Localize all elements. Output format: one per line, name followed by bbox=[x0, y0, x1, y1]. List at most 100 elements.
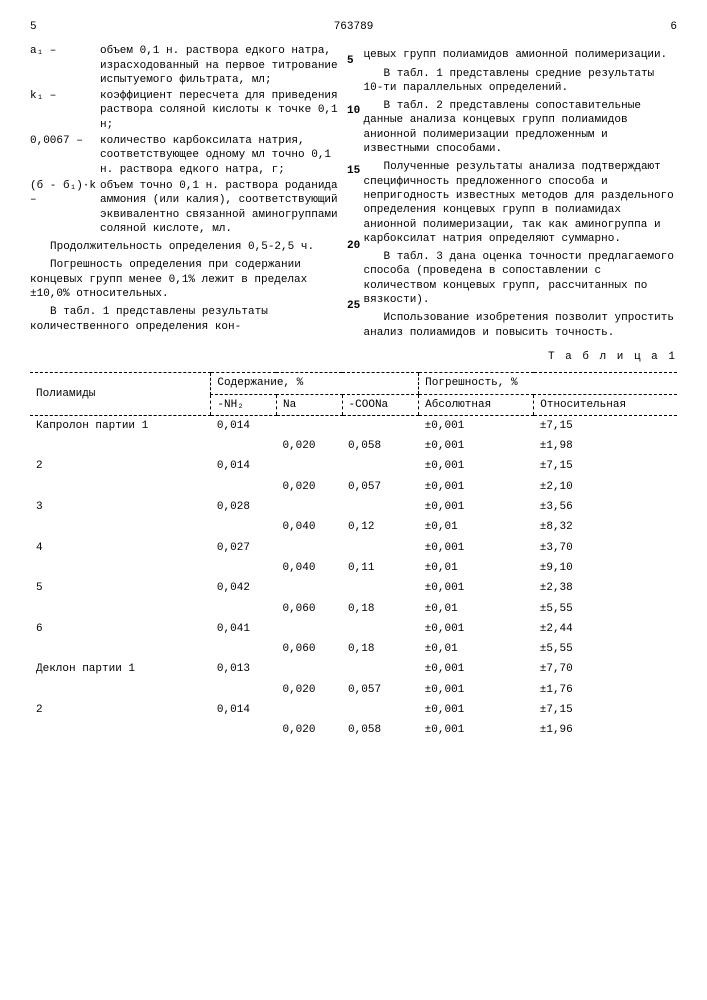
table-cell bbox=[276, 415, 342, 436]
table-cell: ±0,001 bbox=[419, 619, 534, 639]
table-cell: ±7,15 bbox=[534, 700, 677, 720]
table-cell bbox=[342, 456, 419, 476]
table-cell: ±3,56 bbox=[534, 497, 677, 517]
table-cell bbox=[276, 619, 342, 639]
line-num: 5 bbox=[347, 54, 354, 68]
table-cell: 0,041 bbox=[211, 619, 277, 639]
table-cell: 0,060 bbox=[276, 599, 342, 619]
line-num: 25 bbox=[347, 299, 360, 313]
table-cell: 0,020 bbox=[276, 436, 342, 456]
table-cell: ±2,44 bbox=[534, 619, 677, 639]
col-polyamides: Полиамиды bbox=[30, 373, 211, 416]
table-row: 20,014 ±0,001±7,15 bbox=[30, 700, 677, 720]
col-rel: Относительная bbox=[534, 394, 677, 415]
table-cell: 0,020 bbox=[276, 720, 342, 740]
table-cell: 6 bbox=[30, 619, 211, 639]
table-cell bbox=[342, 538, 419, 558]
col-nh2: -NH₂ bbox=[211, 394, 277, 415]
table-cell bbox=[342, 619, 419, 639]
table-cell: 0,014 bbox=[211, 456, 277, 476]
paragraph: В табл. 1 представлены средние результат… bbox=[364, 67, 678, 96]
table-cell: ±0,001 bbox=[419, 538, 534, 558]
table-title: Т а б л и ц а 1 bbox=[30, 350, 677, 364]
definition-row: 0,0067 – количество карбоксилата натрия,… bbox=[30, 134, 344, 177]
table-cell bbox=[276, 538, 342, 558]
right-column: цевых групп полиамидов амионной полимери… bbox=[364, 44, 678, 344]
table-row: 20,014±0,001±7,15 bbox=[30, 456, 677, 476]
table-body: Капролон партии 10,014±0,001±7,150,0200,… bbox=[30, 415, 677, 740]
table-cell: 2 bbox=[30, 700, 211, 720]
table-cell: 0,014 bbox=[211, 415, 277, 436]
table-cell: 0,11 bbox=[342, 558, 419, 578]
table-cell: 0,058 bbox=[342, 436, 419, 456]
def-term: k₁ – bbox=[30, 89, 100, 132]
table-cell: ±2,38 bbox=[534, 578, 677, 598]
table-cell: 0,18 bbox=[342, 639, 419, 659]
table-cell: ±7,15 bbox=[534, 415, 677, 436]
line-num: 15 bbox=[347, 164, 360, 178]
table-cell: 0,020 bbox=[276, 680, 342, 700]
table-cell: 0,013 bbox=[211, 659, 277, 679]
paragraph: В табл. 3 дана оценка точности предлагае… bbox=[364, 250, 678, 307]
table-cell: ±0,001 bbox=[419, 720, 534, 740]
table-cell: ±7,15 bbox=[534, 456, 677, 476]
table-cell: ±5,55 bbox=[534, 639, 677, 659]
table-cell: 0,058 bbox=[342, 720, 419, 740]
table-cell: ±1,76 bbox=[534, 680, 677, 700]
table-cell: ±0,001 bbox=[419, 415, 534, 436]
table-cell: ±0,001 bbox=[419, 700, 534, 720]
def-desc: коэффициент пересчета для приведения рас… bbox=[100, 89, 344, 132]
table-row: 0,0200,057±0,001±1,76 bbox=[30, 680, 677, 700]
table-cell: ±1,98 bbox=[534, 436, 677, 456]
def-term: (б - б₁)·k – bbox=[30, 179, 100, 236]
table-cell: 0,040 bbox=[276, 558, 342, 578]
table-cell bbox=[342, 497, 419, 517]
table-cell bbox=[30, 599, 211, 619]
table-cell bbox=[211, 436, 277, 456]
def-desc: объем 0,1 н. раствора едкого натра, изра… bbox=[100, 44, 344, 87]
table-cell: ±8,32 bbox=[534, 517, 677, 537]
table-cell: ±3,70 bbox=[534, 538, 677, 558]
table-cell: 0,020 bbox=[276, 477, 342, 497]
col-abs: Абсолютная bbox=[419, 394, 534, 415]
table-cell: ±0,001 bbox=[419, 497, 534, 517]
table-cell: ±5,55 bbox=[534, 599, 677, 619]
right-page-num: 6 bbox=[670, 20, 677, 34]
table-cell: ±0,001 bbox=[419, 578, 534, 598]
table-cell: ±2,10 bbox=[534, 477, 677, 497]
page-header: 5 763789 6 bbox=[30, 20, 677, 34]
table-row: 0,0200,057±0,001±2,10 bbox=[30, 477, 677, 497]
left-column: a₁ – объем 0,1 н. раствора едкого натра,… bbox=[30, 44, 344, 344]
table-cell: 0,027 bbox=[211, 538, 277, 558]
table-cell bbox=[211, 720, 277, 740]
table-cell bbox=[276, 456, 342, 476]
table-row: 0,0600,18±0,01±5,55 bbox=[30, 639, 677, 659]
table-cell bbox=[30, 639, 211, 659]
table-row: Деклон партии 10,013±0,001±7,70 bbox=[30, 659, 677, 679]
paragraph: Продолжительность определения 0,5-2,5 ч. bbox=[30, 240, 344, 254]
paragraph: Использование изобретения позволит упрос… bbox=[364, 311, 678, 340]
definition-row: k₁ – коэффициент пересчета для приведени… bbox=[30, 89, 344, 132]
table-cell bbox=[276, 578, 342, 598]
table-cell: 3 bbox=[30, 497, 211, 517]
table-row: 0,0200,058±0,001±1,96 bbox=[30, 720, 677, 740]
table-cell: ±1,96 bbox=[534, 720, 677, 740]
table-cell bbox=[30, 477, 211, 497]
col-na: Na bbox=[276, 394, 342, 415]
left-page-num: 5 bbox=[30, 20, 37, 34]
paragraph: цевых групп полиамидов амионной полимери… bbox=[364, 48, 678, 62]
table-cell bbox=[211, 477, 277, 497]
col-coona: -COONa bbox=[342, 394, 419, 415]
table-cell bbox=[211, 558, 277, 578]
table-row: 0,0400,12±0,01±8,32 bbox=[30, 517, 677, 537]
line-num: 20 bbox=[347, 239, 360, 253]
table-cell: 0,014 bbox=[211, 700, 277, 720]
table-cell bbox=[276, 497, 342, 517]
table-cell: 0,18 bbox=[342, 599, 419, 619]
table-cell: 0,057 bbox=[342, 680, 419, 700]
def-desc: количество карбоксилата натрия, соответс… bbox=[100, 134, 344, 177]
paragraph: Погрешность определения при содержании к… bbox=[30, 258, 344, 301]
table-cell bbox=[342, 659, 419, 679]
table-cell: Деклон партии 1 bbox=[30, 659, 211, 679]
table-cell bbox=[276, 659, 342, 679]
